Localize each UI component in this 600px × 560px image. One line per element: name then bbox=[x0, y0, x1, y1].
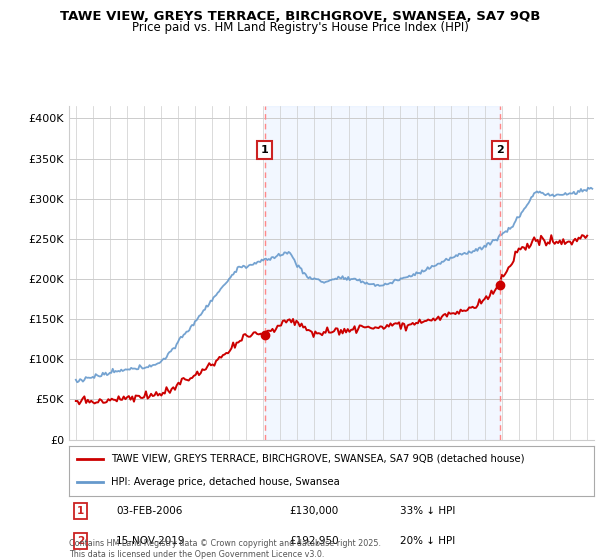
Text: 2: 2 bbox=[496, 144, 503, 155]
Text: 33% ↓ HPI: 33% ↓ HPI bbox=[400, 506, 455, 516]
Text: HPI: Average price, detached house, Swansea: HPI: Average price, detached house, Swan… bbox=[111, 477, 340, 487]
Text: 03-FEB-2006: 03-FEB-2006 bbox=[116, 506, 182, 516]
Text: 1: 1 bbox=[77, 506, 84, 516]
Text: Price paid vs. HM Land Registry's House Price Index (HPI): Price paid vs. HM Land Registry's House … bbox=[131, 21, 469, 34]
Text: 1: 1 bbox=[261, 144, 269, 155]
Text: TAWE VIEW, GREYS TERRACE, BIRCHGROVE, SWANSEA, SA7 9QB: TAWE VIEW, GREYS TERRACE, BIRCHGROVE, SW… bbox=[60, 10, 540, 23]
Text: £130,000: £130,000 bbox=[290, 506, 339, 516]
Bar bbox=[265, 106, 500, 440]
Text: 15-NOV-2019: 15-NOV-2019 bbox=[116, 536, 186, 546]
Text: 2: 2 bbox=[77, 536, 84, 546]
Text: Contains HM Land Registry data © Crown copyright and database right 2025.
This d: Contains HM Land Registry data © Crown c… bbox=[69, 539, 381, 559]
Text: 20% ↓ HPI: 20% ↓ HPI bbox=[400, 536, 455, 546]
Text: TAWE VIEW, GREYS TERRACE, BIRCHGROVE, SWANSEA, SA7 9QB (detached house): TAWE VIEW, GREYS TERRACE, BIRCHGROVE, SW… bbox=[111, 454, 524, 464]
Text: £192,950: £192,950 bbox=[290, 536, 339, 546]
